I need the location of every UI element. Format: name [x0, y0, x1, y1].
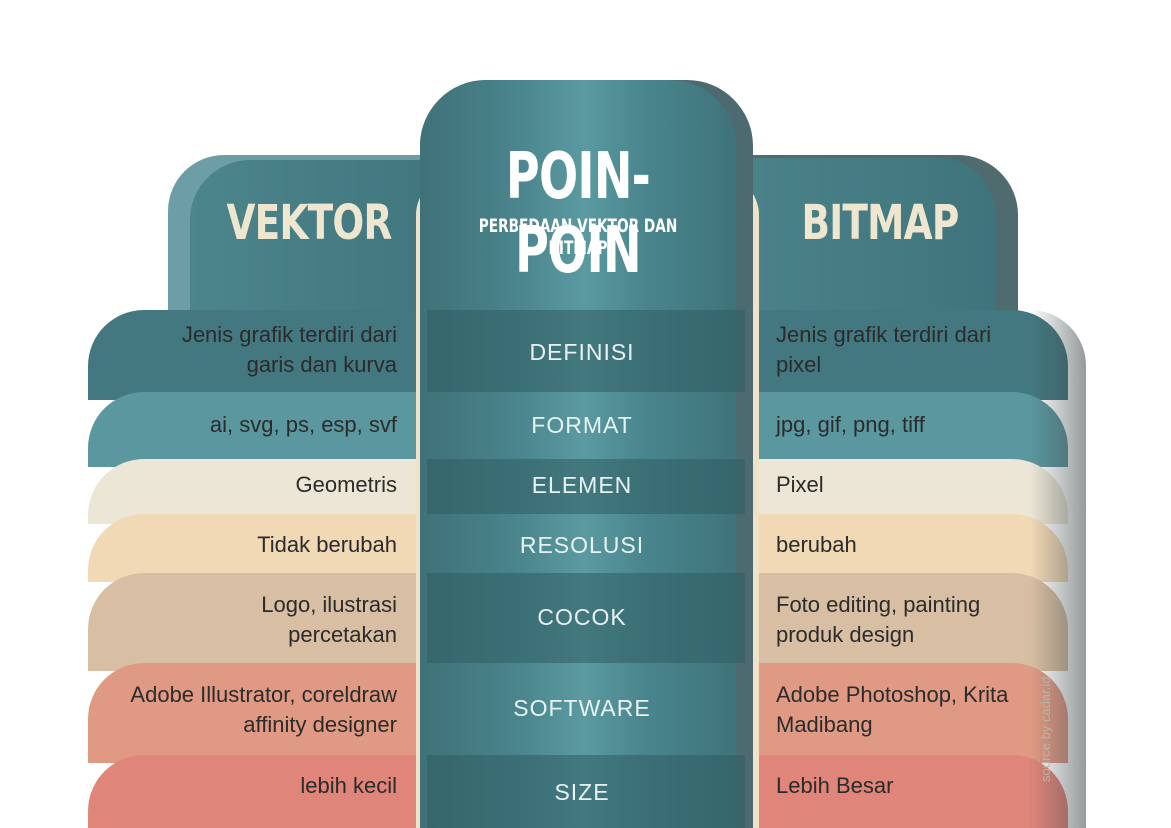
vektor-software-text: Adobe Illustrator, coreldraw affinity des…: [130, 682, 397, 737]
bitmap-resolusi-text: berubah: [776, 532, 857, 557]
band-cocok: [427, 573, 745, 663]
band-size: [427, 755, 745, 828]
vektor-column-title: VEKTOR: [226, 195, 392, 251]
vektor-cocok-text: Logo, ilustrasi percetakan: [261, 592, 397, 647]
label-definisi: DEFINISI: [529, 339, 635, 365]
bitmap-size-text: Lebih Besar: [776, 773, 894, 798]
bitmap-definisi-text: Jenis grafik terdiri dari pixel: [776, 322, 992, 377]
bitmap-software-text: Adobe Photoshop, Krita Madibang: [776, 682, 1009, 737]
bitmap-column-title: BITMAP: [801, 195, 960, 251]
vektor-size-text: lebih kecil: [300, 773, 397, 798]
source-credit: source by cadar.id: [1038, 676, 1053, 782]
right-edge-shadow: [1030, 310, 1086, 828]
label-software: SOFTWARE: [513, 695, 651, 721]
band-definisi: [427, 310, 745, 392]
vektor-definisi-text: Jenis grafik terdiri dari garis dan kurva: [181, 322, 397, 377]
label-elemen: ELEMEN: [531, 472, 633, 498]
bitmap-format-text: jpg, gif, png, tiff: [776, 412, 925, 437]
label-resolusi: RESOLUSI: [519, 532, 645, 558]
vektor-resolusi-text: Tidak berubah: [257, 532, 397, 557]
infographic-subtitle: PERBEDAAN VEKTOR DAN BITMAP: [478, 215, 678, 259]
label-format: FORMAT: [531, 412, 633, 438]
center-pillar: [420, 80, 736, 828]
infographic-title: POIN-POIN: [505, 140, 651, 288]
bitmap-cocok-text: Foto editing, painting produk design: [776, 592, 981, 647]
vektor-elemen-text: Geometris: [295, 472, 397, 497]
vektor-format-text: ai, svg, ps, esp, svf: [209, 412, 397, 437]
label-size: SIZE: [554, 779, 610, 805]
band-elemen: [427, 459, 745, 514]
label-cocok: COCOK: [537, 604, 627, 630]
bitmap-elemen-text: Pixel: [776, 472, 824, 497]
